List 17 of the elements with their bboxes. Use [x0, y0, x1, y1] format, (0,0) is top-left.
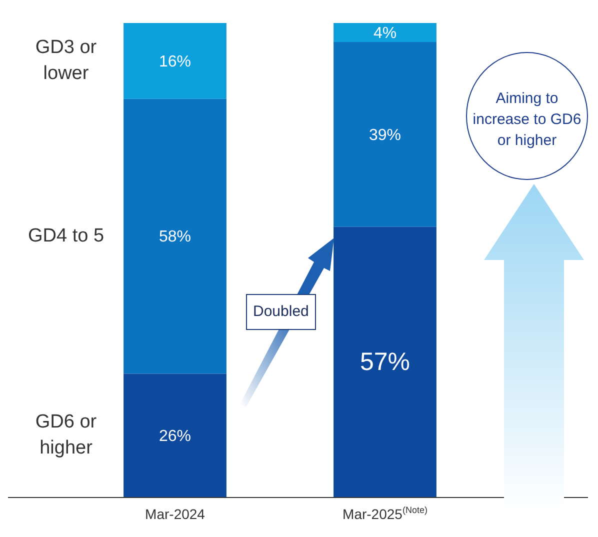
- data-label: 58%: [158, 228, 192, 246]
- bar: [334, 23, 436, 42]
- series-label: GD6 or higher: [35, 412, 98, 459]
- data-label: 57%: [360, 348, 410, 376]
- series-label: GD4 to 5: [28, 226, 104, 247]
- bar: [124, 98, 226, 374]
- bar: [124, 23, 226, 99]
- x-tick-label: Mar-2024: [145, 506, 206, 522]
- data-label: 16%: [158, 53, 192, 70]
- data-label: 26%: [158, 428, 192, 445]
- series-label: GD3 or lower: [35, 37, 98, 84]
- annotation: Doubled: [246, 294, 316, 330]
- annotation: Aiming to increase to GD6 or higher: [472, 89, 582, 151]
- data-label: 39%: [368, 126, 402, 144]
- bar: [124, 374, 226, 497]
- bar: [334, 42, 436, 227]
- data-label: 4%: [373, 24, 397, 42]
